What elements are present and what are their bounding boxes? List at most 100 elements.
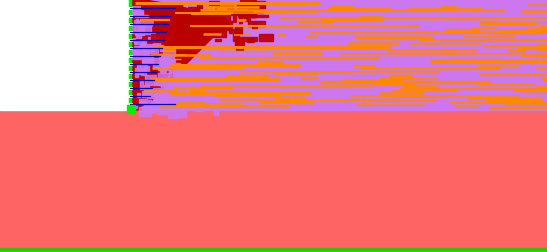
Bar [139, 99, 141, 103]
Bar [141, 68, 146, 75]
Bar [137, 93, 140, 97]
Bar [188, 27, 201, 35]
Bar [135, 20, 139, 24]
Bar [153, 24, 171, 28]
Bar [200, 29, 218, 32]
Bar [161, 82, 164, 90]
Bar [186, 35, 200, 42]
Bar [174, 91, 184, 96]
Bar [139, 99, 147, 103]
Bar [235, 38, 244, 46]
Bar [152, 46, 158, 48]
Bar [219, 16, 225, 21]
Bar [142, 93, 152, 97]
Bar [156, 36, 161, 41]
Bar [130, 0, 547, 110]
Bar [135, 26, 144, 35]
Bar [195, 105, 203, 111]
Bar [234, 10, 248, 13]
Bar [156, 107, 168, 114]
Bar [131, 6, 140, 14]
Bar [168, 80, 177, 90]
Bar [155, 101, 163, 108]
Bar [142, 106, 155, 113]
Bar [133, 38, 135, 41]
Bar [158, 62, 170, 70]
Bar [178, 85, 190, 90]
Bar [142, 56, 153, 62]
Bar [185, 88, 199, 97]
Bar [154, 18, 161, 27]
Bar [160, 45, 163, 51]
Bar [127, 105, 135, 113]
Bar [141, 44, 154, 51]
Bar [132, 10, 143, 16]
Bar [187, 84, 196, 90]
Bar [257, 4, 260, 10]
Bar [164, 99, 174, 103]
Bar [173, 69, 182, 76]
Bar [173, 69, 179, 75]
Bar [215, 6, 232, 13]
Bar [144, 61, 147, 68]
Bar [252, 23, 257, 28]
Bar [163, 57, 171, 59]
Bar [162, 38, 174, 43]
Bar [141, 101, 146, 103]
Bar [137, 65, 141, 74]
Bar [170, 99, 180, 102]
Bar [203, 12, 220, 19]
Bar [208, 107, 216, 110]
Bar [175, 35, 190, 44]
Bar [130, 12, 143, 14]
Bar [214, 109, 218, 114]
Bar [162, 105, 167, 111]
Bar [238, 10, 256, 17]
Bar [144, 85, 149, 95]
Bar [195, 10, 209, 15]
Bar [133, 106, 137, 108]
Bar [240, 1, 256, 6]
Bar [218, 23, 225, 30]
Bar [185, 86, 196, 91]
Bar [179, 37, 190, 45]
Bar [236, 40, 243, 50]
Bar [151, 33, 158, 39]
Bar [163, 102, 166, 108]
Bar [162, 21, 171, 29]
Bar [148, 100, 150, 104]
Bar [200, 95, 203, 102]
Bar [139, 80, 143, 89]
Bar [218, 23, 225, 29]
Bar [156, 30, 165, 37]
Bar [159, 54, 168, 60]
Bar [139, 20, 153, 26]
Bar [187, 19, 204, 27]
Bar [233, 16, 236, 22]
Bar [199, 24, 210, 32]
Bar [167, 109, 178, 118]
Bar [240, 38, 257, 41]
Bar [215, 39, 220, 41]
Bar [143, 50, 149, 59]
Bar [245, 14, 249, 21]
Bar [251, 7, 256, 17]
Bar [222, 20, 228, 23]
Bar [133, 48, 138, 53]
Bar [141, 42, 144, 50]
Bar [143, 52, 148, 60]
Bar [136, 68, 138, 77]
Bar [199, 23, 211, 27]
Bar [146, 55, 150, 63]
Bar [150, 34, 168, 42]
Bar [135, 41, 143, 44]
Bar [168, 75, 173, 85]
Bar [138, 46, 141, 52]
Bar [164, 47, 174, 56]
Bar [163, 59, 175, 66]
Bar [131, 50, 143, 54]
Bar [247, 14, 253, 16]
Bar [160, 101, 172, 104]
Bar [159, 99, 163, 103]
Bar [167, 59, 173, 68]
